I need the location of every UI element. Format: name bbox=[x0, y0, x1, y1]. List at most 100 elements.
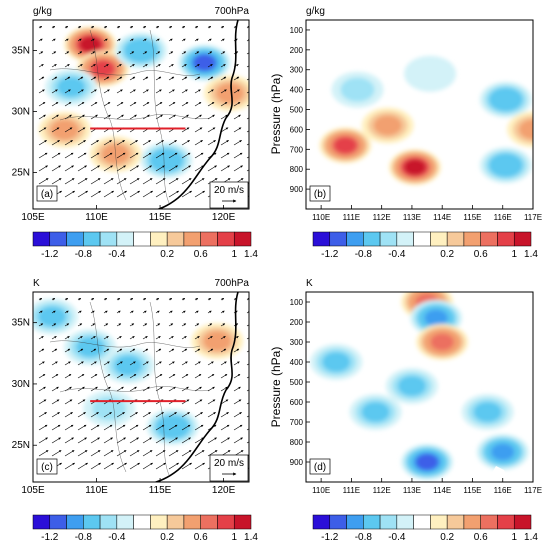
wind-vector-a-175 bbox=[103, 152, 113, 159]
wind-vector-c-139 bbox=[77, 399, 86, 405]
colorbar-0-tick-5: 1 bbox=[231, 249, 237, 260]
colorbar-2-cell-8 bbox=[166, 514, 185, 530]
wind-vector-c-60 bbox=[155, 336, 161, 340]
panel-d-field bbox=[310, 292, 529, 482]
colorbar-0-cell-6 bbox=[133, 231, 151, 247]
wind-vector-c-160 bbox=[129, 412, 138, 418]
panel-a-reference-box bbox=[209, 181, 249, 209]
panel-b-ylabel: Pressure (hPa) bbox=[269, 74, 283, 155]
y-tick-label-b-8: 900 bbox=[290, 185, 304, 194]
wind-vector-c-112 bbox=[168, 374, 176, 379]
wind-vector-c-213 bbox=[155, 450, 166, 457]
wind-vector-a-29 bbox=[194, 38, 199, 42]
wind-vector-a-109 bbox=[129, 102, 137, 107]
wind-vector-c-133 bbox=[220, 386, 228, 392]
wind-vector-c-40 bbox=[116, 323, 122, 327]
panel-b-field bbox=[319, 55, 533, 186]
wind-vector-a-184 bbox=[220, 152, 230, 159]
anomaly-contour-a-0-6 bbox=[79, 36, 101, 53]
wind-vector-a-215 bbox=[181, 178, 192, 185]
wind-vector-a-100 bbox=[233, 89, 240, 94]
x-tick-label-b-4: 114E bbox=[433, 213, 451, 222]
wind-vector-a-198 bbox=[181, 165, 191, 172]
wind-vector-c-89 bbox=[90, 361, 97, 366]
wind-vector-c-225 bbox=[90, 462, 101, 470]
wind-vector-a-223 bbox=[64, 190, 75, 198]
y-tick-label-c-1: 30N bbox=[12, 379, 30, 390]
anomaly-contour-d-7-5 bbox=[416, 454, 439, 470]
colorbar-3-cell-1 bbox=[329, 514, 347, 530]
anomaly-contour-b-4-1 bbox=[340, 77, 375, 102]
wind-vector-c-190 bbox=[77, 437, 87, 444]
panel-a-label: (a) bbox=[41, 189, 53, 200]
colorbar-3-cell-8 bbox=[446, 514, 465, 530]
y-tick-label-b-1: 200 bbox=[290, 46, 304, 55]
y-tick-label-b-0: 100 bbox=[290, 26, 304, 35]
colorbar-0-cell-10 bbox=[200, 231, 218, 247]
x-tick-label-a-1: 110E bbox=[85, 212, 108, 223]
wind-vector-a-23 bbox=[116, 38, 121, 42]
wind-vector-a-93 bbox=[142, 89, 149, 94]
wind-vector-c-79 bbox=[181, 348, 188, 353]
wind-vector-a-139 bbox=[77, 127, 86, 133]
wind-vector-a-216 bbox=[194, 178, 205, 185]
panel-c-borders bbox=[49, 301, 211, 478]
panel-d-label-box bbox=[309, 458, 331, 475]
colorbar-0-cell-2 bbox=[66, 231, 84, 247]
anomaly-contour-b-7-2 bbox=[519, 119, 533, 140]
wind-vector-a-114 bbox=[194, 102, 202, 107]
wind-vector-a-171 bbox=[51, 152, 61, 159]
wind-vector-a-18 bbox=[51, 38, 56, 42]
wind-vector-c-161 bbox=[142, 412, 151, 418]
wind-vector-c-166 bbox=[207, 412, 216, 418]
panel-c-reference-label: 20 m/s bbox=[214, 458, 244, 469]
wind-vector-c-134 bbox=[233, 386, 241, 392]
panel-d-label: (d) bbox=[314, 462, 326, 473]
wind-vector-c-172 bbox=[64, 424, 74, 431]
wind-vector-c-197 bbox=[168, 437, 178, 444]
colorbar-1-cell-4 bbox=[379, 231, 398, 247]
wind-vector-c-0 bbox=[38, 297, 43, 301]
wind-vector-c-16 bbox=[246, 298, 249, 301]
colorbar-1-cell-6 bbox=[413, 231, 431, 247]
colorbar-3-tick-4: 0.6 bbox=[474, 532, 488, 543]
wind-vector-c-210 bbox=[116, 450, 127, 457]
wind-vector-a-196 bbox=[155, 165, 165, 172]
wind-vector-c-232 bbox=[181, 462, 192, 470]
wind-vector-c-195 bbox=[142, 437, 152, 444]
colorbar-0-tick-4: 0.6 bbox=[194, 249, 208, 260]
wind-vector-c-57 bbox=[116, 336, 122, 340]
wind-vector-a-187 bbox=[38, 165, 48, 172]
anomaly-contour-d-6-2 bbox=[473, 402, 502, 422]
wind-vector-a-81 bbox=[207, 76, 214, 81]
wind-vector-c-80 bbox=[194, 348, 201, 353]
wind-vector-a-101 bbox=[246, 91, 249, 94]
wind-vector-a-27 bbox=[168, 38, 173, 42]
wind-vector-a-24 bbox=[129, 38, 134, 42]
wind-vector-c-176 bbox=[116, 424, 126, 431]
wind-vector-c-125 bbox=[116, 386, 124, 392]
colorbar-0-cell-9 bbox=[183, 231, 201, 247]
colorbar-2-cell-7 bbox=[150, 514, 168, 530]
wind-vector-c-53 bbox=[64, 336, 70, 340]
wind-vector-c-216 bbox=[194, 450, 205, 457]
wind-vector-c-171 bbox=[51, 424, 61, 431]
wind-vector-c-194 bbox=[129, 437, 139, 444]
wind-vector-c-28 bbox=[181, 310, 186, 314]
colorbar-2-cell-12 bbox=[233, 514, 252, 530]
wind-vector-a-6 bbox=[116, 25, 121, 29]
wind-vector-c-69 bbox=[51, 348, 58, 353]
wind-vector-c-94 bbox=[155, 361, 162, 366]
wind-vector-c-61 bbox=[168, 336, 174, 340]
x-tick-label-b-1: 111E bbox=[343, 213, 361, 222]
y-tick-label-b-7: 800 bbox=[290, 165, 304, 174]
anomaly-contour-d-3-2 bbox=[322, 352, 351, 372]
wind-vector-a-5 bbox=[103, 25, 108, 29]
colorbar-2-tick-0: -1.2 bbox=[41, 532, 59, 543]
anomaly-contour-d-1-4 bbox=[424, 309, 448, 327]
colorbar-2-cell-10 bbox=[200, 514, 218, 530]
panel-b-unit: g/kg bbox=[306, 6, 325, 17]
anomaly-contour-b-0-5 bbox=[334, 137, 357, 154]
wind-vector-c-117 bbox=[233, 374, 241, 379]
